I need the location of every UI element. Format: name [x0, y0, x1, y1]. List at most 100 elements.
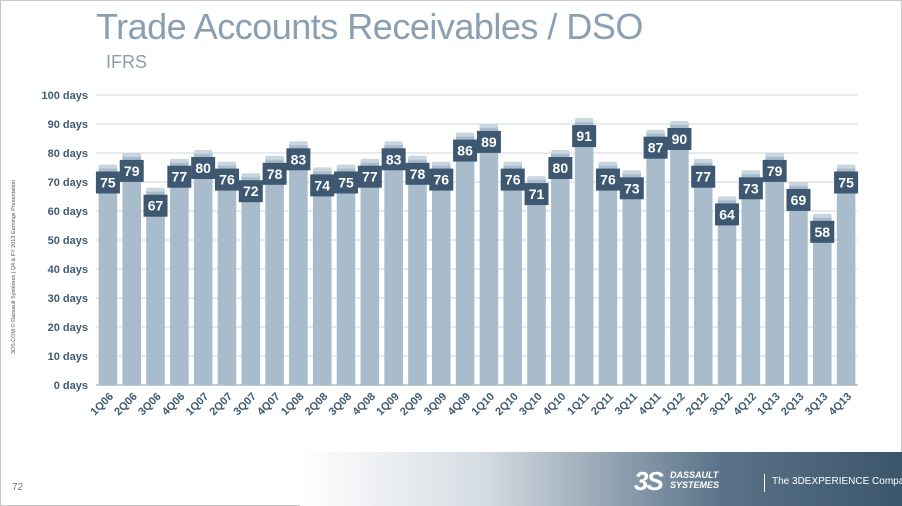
x-tick-label: 1Q07: [184, 391, 212, 419]
page-number: 72: [12, 482, 24, 493]
bar: [360, 161, 380, 385]
data-label: 76: [433, 172, 449, 188]
data-label-box: [643, 136, 668, 159]
data-label: 79: [124, 163, 140, 179]
x-tick-label: 2Q13: [779, 391, 807, 419]
bar-top: [193, 150, 213, 154]
data-label: 83: [386, 151, 402, 167]
data-label: 76: [600, 172, 616, 188]
data-label-box: [810, 220, 835, 243]
bar-top: [479, 123, 499, 128]
bar-top: [122, 152, 142, 157]
data-label: 75: [100, 175, 116, 191]
bar: [765, 155, 784, 385]
bar-top: [241, 173, 261, 178]
x-tick-label: 3Q06: [136, 391, 164, 419]
bar: [717, 199, 737, 385]
bar-top: [289, 141, 308, 146]
data-label: 77: [695, 169, 711, 185]
data-label: 78: [410, 166, 426, 182]
bar: [598, 164, 618, 385]
bar: [122, 155, 142, 385]
bar-top: [789, 181, 808, 186]
data-label-box: [500, 168, 525, 191]
y-tick-label: 0 days: [54, 380, 88, 392]
x-tick-label: 2Q08: [303, 391, 331, 419]
x-tick-label: 3Q13: [803, 391, 831, 419]
data-label-box: [238, 180, 263, 203]
bar: [812, 216, 832, 385]
x-tick-label: 3Q07: [231, 391, 259, 419]
data-label: 78: [267, 166, 283, 182]
bar-top: [574, 118, 594, 123]
bar-top: [598, 161, 618, 166]
bar-top: [431, 161, 451, 166]
data-label: 69: [791, 192, 807, 208]
bar-top: [503, 161, 523, 166]
data-label-box: [595, 168, 620, 191]
3ds-logo-icon: 3S: [634, 466, 664, 496]
y-tick-label: 100 days: [42, 90, 88, 102]
bar-top: [693, 158, 713, 163]
data-label-box: [548, 157, 573, 179]
data-label-box: [476, 130, 501, 153]
data-label: 73: [624, 180, 640, 196]
data-label-box: [357, 165, 382, 188]
bar-top: [312, 167, 332, 172]
bar: [312, 170, 332, 385]
data-label: 91: [576, 128, 592, 144]
x-tick-label: 1Q12: [660, 391, 688, 419]
bar-top: [408, 155, 427, 160]
bar: [431, 164, 451, 385]
data-label: 73: [743, 180, 759, 196]
data-label-box: [381, 148, 406, 171]
y-tick-label: 80 days: [48, 148, 88, 160]
data-label-box: [310, 174, 335, 197]
bar-top: [670, 121, 689, 125]
data-label-box: [572, 125, 597, 148]
data-label: 75: [338, 175, 354, 191]
x-tick-label: 1Q08: [279, 391, 307, 419]
y-tick-label: 60 days: [48, 206, 88, 218]
x-tick-label: 2Q12: [684, 391, 712, 419]
bar-top: [765, 152, 784, 157]
bar-top: [551, 150, 570, 154]
bar-top: [146, 187, 165, 192]
page-subtitle: IFRS: [106, 52, 148, 72]
bar-top: [384, 141, 403, 146]
data-label-box: [286, 148, 311, 171]
x-tick-label: 3Q11: [613, 391, 640, 418]
data-label-box: [762, 159, 787, 182]
data-label-box: [405, 162, 430, 185]
data-label-box: [143, 194, 168, 217]
data-label-box: [524, 183, 549, 206]
bar: [265, 158, 284, 385]
bar-top: [360, 158, 380, 163]
data-label-box: [667, 128, 692, 150]
bar: [384, 144, 403, 385]
x-tick-label: 4Q09: [446, 391, 474, 419]
bar-top: [217, 161, 237, 166]
bar: [836, 167, 856, 385]
data-label: 80: [195, 160, 211, 176]
data-label-box: [786, 188, 811, 211]
bar: [241, 176, 261, 385]
x-tick-label: 2Q11: [589, 391, 616, 418]
footer-divider: [764, 474, 765, 492]
bar-top: [527, 176, 546, 181]
x-tick-label: 2Q06: [112, 391, 140, 419]
bar-top: [836, 164, 856, 169]
x-tick-label: 2Q10: [493, 391, 521, 419]
x-tick-label: 1Q09: [374, 391, 402, 419]
bar: [693, 161, 713, 385]
y-tick-label: 90 days: [48, 119, 88, 131]
data-label-box: [167, 165, 192, 188]
data-label: 76: [219, 172, 235, 188]
bar: [98, 167, 118, 385]
bar: [479, 126, 499, 386]
data-label-box: [619, 177, 644, 200]
logo-text: DASSAULT SYSTEMES: [670, 470, 719, 490]
data-label: 58: [814, 224, 830, 240]
logo-line2: SYSTEMES: [670, 480, 720, 490]
x-tick-label: 1Q10: [470, 391, 498, 419]
